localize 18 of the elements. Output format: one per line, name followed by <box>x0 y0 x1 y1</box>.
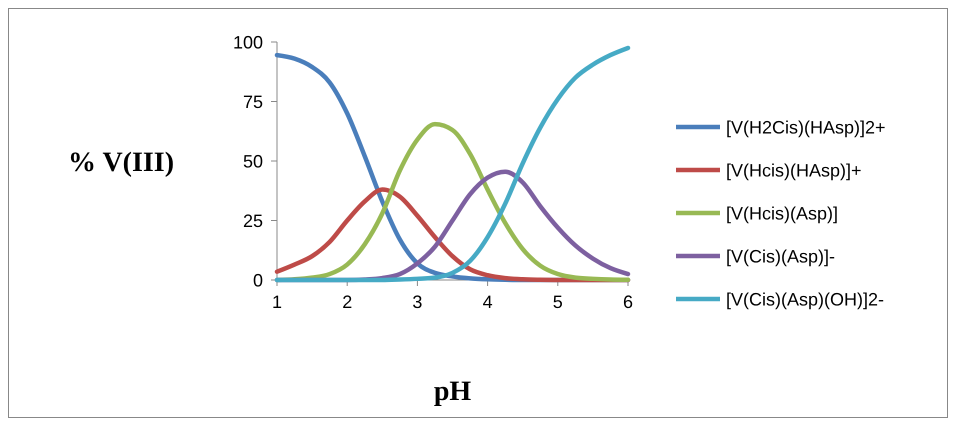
legend-label: [V(Cis)(Asp)]- <box>726 246 835 266</box>
x-tick-label: 4 <box>482 292 493 312</box>
legend-label: [V(Hcis)(HAsp)]+ <box>726 160 862 180</box>
legend-label: [V(Hcis)(Asp)] <box>726 203 838 224</box>
y-tick-label: 100 <box>232 32 263 52</box>
legend-label: [V(Cis)(Asp)(OH)]2- <box>726 289 884 310</box>
x-tick-label: 3 <box>412 292 422 312</box>
y-tick-label: 50 <box>242 151 263 172</box>
y-tick-label: 0 <box>252 270 263 290</box>
x-tick-label: 5 <box>552 292 563 312</box>
y-tick-label: 75 <box>242 92 263 112</box>
x-tick-label: 6 <box>622 292 634 312</box>
y-axis-title: % V(III) <box>68 146 174 178</box>
legend-label: [V(H2Cis)(HAsp)]2+ <box>726 117 886 138</box>
x-axis-title: pH <box>434 376 472 407</box>
x-tick-label: 1 <box>272 292 282 312</box>
x-tick-label: 2 <box>342 292 352 312</box>
y-tick-label: 25 <box>242 210 263 231</box>
